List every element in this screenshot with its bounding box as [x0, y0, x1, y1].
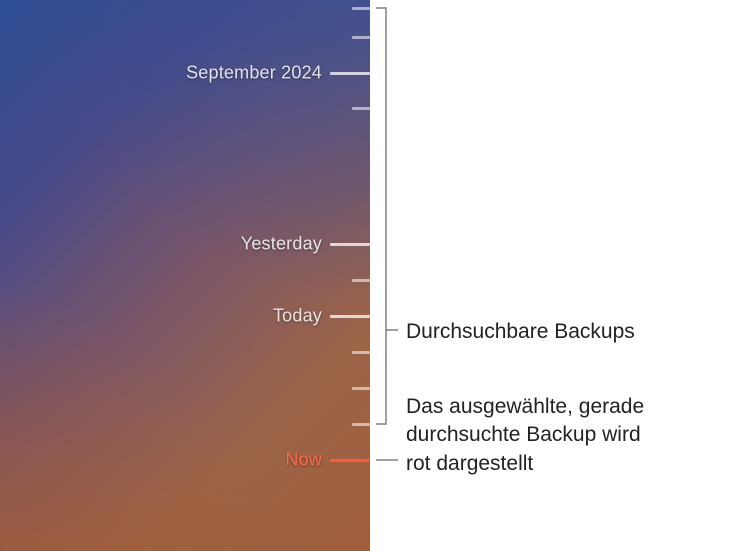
timeline-tick[interactable] — [330, 243, 370, 246]
timeline-tick-now[interactable] — [330, 459, 370, 462]
timeline-tick[interactable] — [352, 423, 370, 426]
timeline-tick[interactable] — [330, 315, 370, 318]
timeline-tick[interactable] — [352, 279, 370, 282]
timeline-panel: September 2024 Yesterday Today Now — [0, 0, 370, 551]
timeline-tick[interactable] — [330, 72, 370, 75]
annotation-text: Durchsuchbare Backups — [406, 320, 635, 343]
timeline-label-oldest: September 2024 — [186, 63, 322, 84]
timeline-label-now: Now — [285, 450, 322, 471]
annotation-searchable-backups: Durchsuchbare Backups — [406, 318, 635, 346]
annotation-text-line: durchsuchte Backup wird — [406, 423, 641, 446]
timeline-tick[interactable] — [352, 387, 370, 390]
annotation-panel: Durchsuchbare Backups Das ausgewählte, g… — [370, 0, 739, 551]
timeline-tick[interactable] — [352, 7, 370, 10]
annotation-selected-backup: Das ausgewählte, gerade durchsuchte Back… — [406, 393, 644, 478]
timeline-tick[interactable] — [352, 351, 370, 354]
timeline-tick[interactable] — [352, 107, 370, 110]
annotation-text-line: Das ausgewählte, gerade — [406, 395, 644, 418]
annotation-text-line: rot dargestellt — [406, 452, 533, 475]
timeline-label-today: Today — [273, 306, 322, 327]
timeline-tick[interactable] — [352, 36, 370, 39]
timeline-label-yesterday: Yesterday — [241, 234, 322, 255]
